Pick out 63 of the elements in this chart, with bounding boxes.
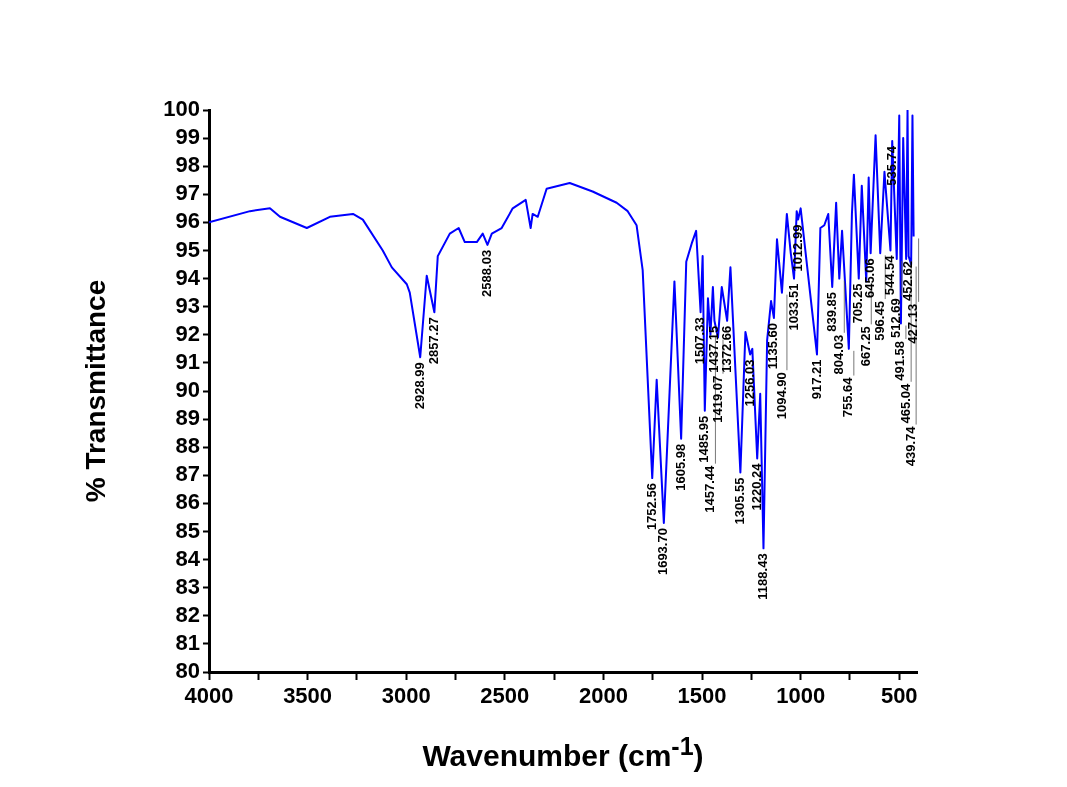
annotation: 465.04	[897, 383, 913, 424]
x-tick-label: 2500	[480, 683, 530, 709]
annotation: 452.62	[900, 261, 916, 301]
annotation: 427.13	[905, 303, 921, 344]
x-tick-label: 1500	[677, 683, 727, 709]
y-tick-label: 80	[175, 658, 200, 684]
x-axis-title: Wavenumber (cm$^{-1}$)	[421, 731, 705, 774]
y-tick-label: 95	[175, 236, 200, 262]
annotation: 1220.24	[748, 462, 764, 511]
annotation: 439.74	[902, 425, 918, 467]
y-tick-label: 92	[175, 320, 200, 346]
annotation: 544.54	[882, 254, 898, 296]
annotation: 804.03	[830, 334, 846, 375]
y-axis-title: % Transmittance	[79, 279, 111, 503]
annotation: 1012.99	[789, 224, 805, 272]
annotation: 535.74	[883, 145, 899, 186]
annotation: 1693.70	[655, 528, 671, 576]
x-tick-label: 2000	[578, 683, 628, 709]
y-tick-label: 89	[175, 405, 200, 431]
annotation: 1485.95	[696, 415, 712, 463]
y-tick-label: 94	[175, 264, 201, 290]
y-tick-label: 100	[163, 96, 200, 122]
annotation: 2588.03	[479, 249, 495, 297]
annotation: 1135.60	[765, 322, 781, 370]
y-tick-label: 99	[175, 124, 200, 150]
y-tick-label: 86	[175, 489, 200, 515]
annotation: 755.64	[840, 376, 856, 418]
y-tick-label: 98	[175, 152, 200, 178]
annotation: 2928.99	[411, 362, 427, 410]
annotation: 839.85	[823, 292, 839, 332]
annotation: 2857.27	[425, 317, 441, 365]
annotation: 1256.03	[741, 359, 757, 407]
annotation: 596.45	[871, 301, 887, 341]
y-tick-label: 96	[175, 208, 200, 234]
y-tick-label: 97	[175, 180, 200, 206]
annotation: 1419.07	[709, 375, 725, 423]
y-tick-label: 88	[175, 433, 200, 459]
annotation: 1033.51	[785, 283, 801, 331]
annotation: 1605.98	[672, 443, 688, 491]
x-tick-label: 500	[880, 683, 918, 709]
annotation: 512.69	[888, 298, 904, 339]
y-tick-label: 91	[175, 348, 200, 374]
y-tick-label: 82	[175, 601, 200, 627]
x-tick-label: 1000	[776, 683, 826, 709]
y-tick-label: 85	[175, 517, 200, 543]
annotation: 491.58	[892, 341, 908, 381]
annotation: 1188.43	[755, 553, 771, 600]
annotation: 1752.56	[643, 483, 659, 531]
y-tick-label: 83	[175, 573, 200, 599]
x-tick-label: 4000	[184, 683, 234, 709]
y-tick-label: 93	[175, 292, 200, 318]
annotation: 667.25	[857, 326, 873, 367]
annotation: 1457.44	[702, 464, 718, 513]
x-tick-label: 3000	[381, 683, 431, 709]
y-tick-label: 90	[175, 377, 200, 403]
annotation: 1507.33	[692, 317, 708, 365]
y-tick-label: 84	[175, 545, 201, 571]
annotation: 1094.90	[773, 372, 789, 420]
annotation: 1305.55	[731, 477, 747, 525]
y-tick-label: 87	[175, 461, 200, 487]
x-tick-label: 3500	[283, 683, 333, 709]
y-tick-label: 81	[175, 629, 200, 655]
annotation: 917.21	[808, 359, 824, 400]
